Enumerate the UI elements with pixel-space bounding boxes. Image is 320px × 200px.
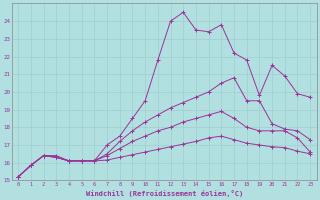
X-axis label: Windchill (Refroidissement éolien,°C): Windchill (Refroidissement éolien,°C) [85,190,243,197]
